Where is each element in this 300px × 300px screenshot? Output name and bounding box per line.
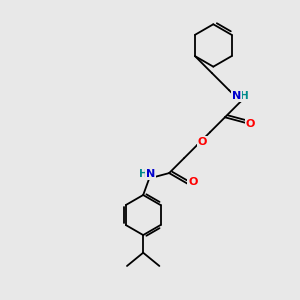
- Text: H: H: [240, 92, 249, 101]
- Text: O: O: [198, 137, 207, 147]
- Text: O: O: [246, 119, 255, 130]
- Text: O: O: [188, 177, 197, 187]
- Text: N: N: [232, 92, 241, 101]
- Text: H: H: [139, 169, 148, 179]
- Text: N: N: [146, 169, 155, 179]
